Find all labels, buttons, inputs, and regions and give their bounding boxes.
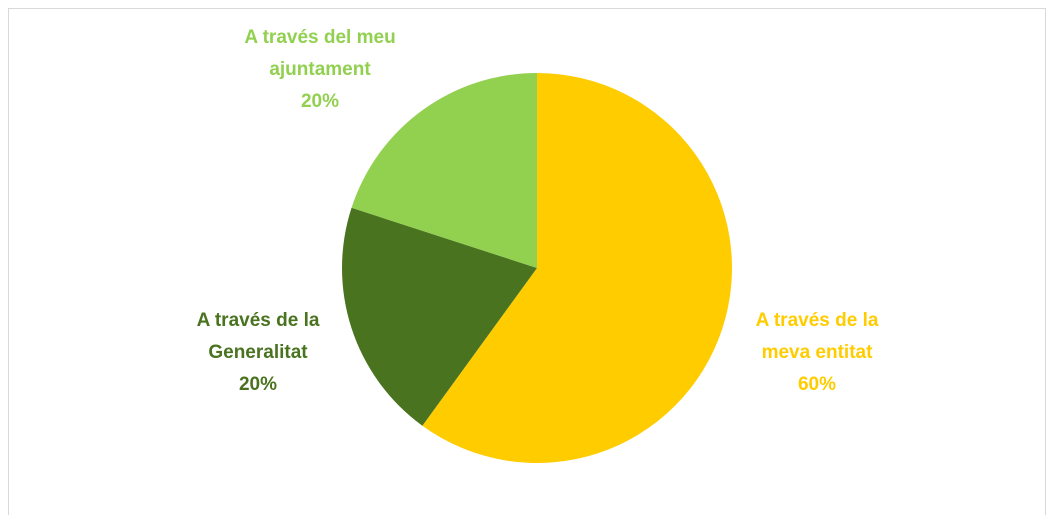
value-label: 20% [300,91,340,112]
pie-slice [422,73,732,463]
pie-slice [342,207,537,426]
chart-border [8,8,1046,515]
data-label: A través de la meva entitat 60% [732,305,902,401]
value-label: 20% [238,374,278,395]
data-label: A través de la Generalitat 20% [173,305,343,401]
category-label: A través del meu ajuntament [244,27,396,80]
value-label: 60% [797,374,837,395]
category-label: A través de la Generalitat [196,310,320,363]
data-label: A través del meu ajuntament 20% [220,22,420,118]
category-label: A través de la meva entitat [755,310,879,363]
pie-slice [351,73,537,268]
